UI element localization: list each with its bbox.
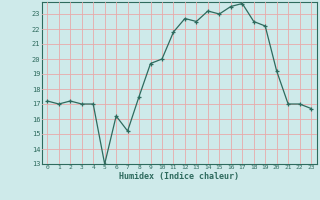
X-axis label: Humidex (Indice chaleur): Humidex (Indice chaleur) [119,172,239,181]
